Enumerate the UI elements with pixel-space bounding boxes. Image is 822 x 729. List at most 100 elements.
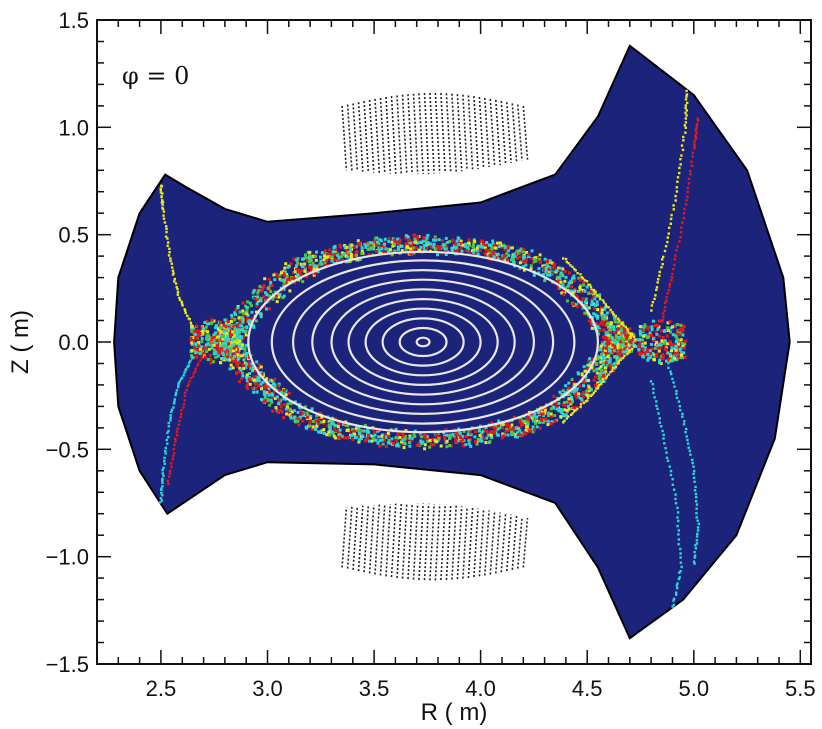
poincare-point [402, 433, 405, 437]
poincare-point [496, 257, 500, 261]
poincare-point [583, 311, 587, 315]
poincare-point [333, 248, 337, 251]
poincare-point [220, 336, 224, 340]
flux-surface-4 [364, 307, 482, 377]
x-point-2-point [668, 352, 672, 356]
field-line-point [174, 391, 178, 395]
poincare-point [482, 242, 485, 246]
poincare-point [602, 347, 606, 351]
x-point-1-point [219, 330, 223, 334]
x-point-1-point [216, 354, 220, 358]
poincare-point [616, 345, 620, 349]
poincare-point [595, 303, 599, 307]
field-line-2 [159, 355, 195, 504]
field-line-6 [667, 362, 701, 565]
coil-filament [484, 97, 490, 168]
poincare-point [328, 433, 332, 437]
poincare-point [425, 246, 428, 250]
poincare-point [599, 344, 603, 348]
poincare-point [559, 273, 563, 277]
poincare-point [287, 280, 291, 284]
poincare-point [378, 439, 382, 443]
poincare-point [569, 279, 573, 283]
field-line-point [679, 408, 682, 412]
x-point-1-point [212, 319, 216, 323]
x-point-2-point [650, 328, 654, 331]
field-line-point [159, 191, 163, 194]
x-point-2-point [675, 331, 679, 335]
poincare-point [366, 242, 370, 246]
poincare-point [572, 406, 576, 410]
field-line-point [675, 389, 678, 393]
x-point-1-point [194, 342, 198, 346]
x-point-1-point [206, 358, 210, 362]
coil-filament [462, 506, 468, 579]
x-point-2-point [674, 340, 678, 343]
x-point-2-point [641, 354, 645, 358]
poincare-point [605, 342, 609, 346]
field-line-point [685, 89, 688, 93]
poincare-point [290, 410, 294, 414]
poincare-point [278, 273, 282, 277]
poincare-point [218, 324, 222, 328]
field-line-point [200, 354, 204, 357]
field-line-point [682, 135, 685, 139]
field-line-point [694, 129, 697, 132]
poincare-point [387, 435, 391, 439]
poincare-point [521, 255, 525, 258]
poincare-point [634, 344, 638, 348]
x-point-1-point [225, 358, 229, 362]
poincare-point [511, 255, 514, 259]
poincare-point [412, 233, 416, 237]
field-line-point [676, 176, 680, 179]
poincare-point [256, 378, 259, 382]
poincare-point [270, 284, 274, 288]
poincare-point [565, 400, 569, 404]
poincare-point [629, 345, 633, 349]
x-point-2-point [661, 357, 665, 361]
poincare-point [304, 256, 308, 260]
x-point-2-point [641, 347, 645, 351]
poincare-point [258, 284, 262, 288]
poincare-point [282, 416, 286, 420]
field-line-point [684, 106, 687, 110]
x-point-1-point [206, 334, 210, 337]
field-line-point [658, 270, 661, 274]
poincare-point [522, 423, 526, 427]
field-line-point [586, 399, 589, 402]
poincare-point [431, 245, 435, 249]
poincare-point [580, 373, 584, 377]
field-line-point [187, 317, 190, 320]
poincare-point [390, 253, 394, 257]
x-point-1-point [229, 323, 233, 327]
poincare-point [605, 311, 609, 315]
poincare-point [522, 259, 526, 263]
poincare-point [257, 375, 261, 379]
poincare-point [533, 412, 537, 416]
poincare-point [513, 433, 517, 436]
poincare-point [546, 411, 550, 415]
field-line-point [692, 476, 696, 480]
poincare-point [227, 329, 231, 333]
poincare-point [585, 307, 589, 311]
field-line-point [171, 273, 175, 276]
poincare-point [378, 444, 382, 448]
field-line-point [694, 544, 697, 547]
field-line-point [176, 290, 180, 294]
field-line-point [671, 483, 674, 486]
poincare-point [319, 420, 323, 424]
y-axis-title: Z ( m) [7, 310, 34, 374]
field-line-8 [562, 257, 636, 339]
poincare-point [296, 410, 300, 414]
poincare-point [254, 382, 258, 386]
field-line-point [162, 210, 166, 213]
field-line-point [684, 121, 688, 124]
poincare-point [379, 239, 383, 243]
poincare-point [608, 331, 612, 335]
poincare-point [602, 317, 606, 321]
field-line-point [655, 288, 658, 292]
poincare-point [349, 252, 353, 256]
poincare-point [305, 275, 309, 279]
field-line-point [172, 452, 176, 455]
poincare-point [240, 324, 243, 328]
